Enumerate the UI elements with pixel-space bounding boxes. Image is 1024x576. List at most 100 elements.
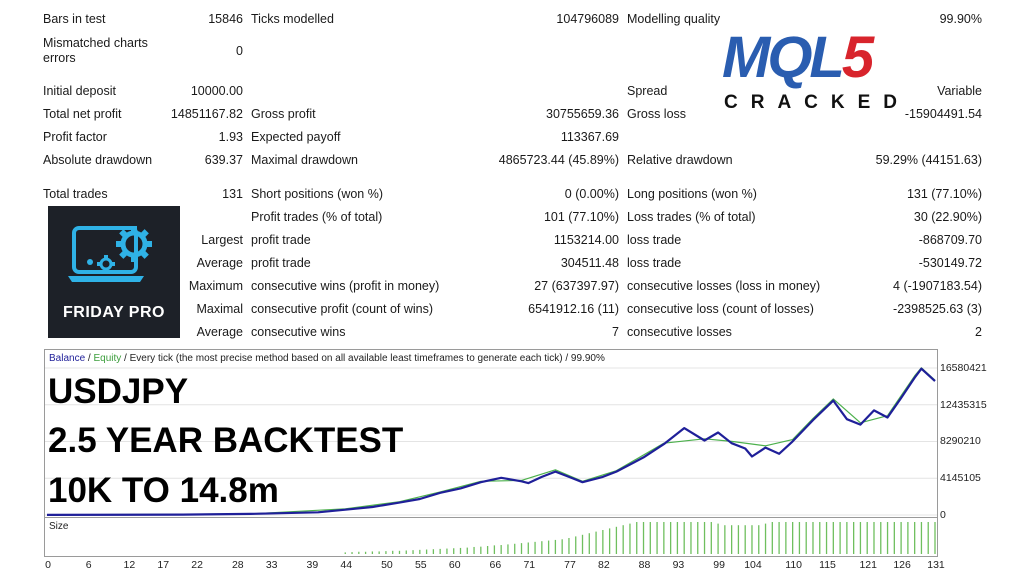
expected-payoff-value: 113367.69 <box>560 130 619 144</box>
x-tick-label: 44 <box>340 559 353 571</box>
friday-pro-text: FRIDAY PRO <box>63 304 165 321</box>
mql5-wordmark: MQL5 <box>722 25 874 90</box>
largest-loss-label: loss trade <box>627 233 682 247</box>
x-tick-label: 110 <box>785 559 803 571</box>
gross-loss-value: -15904491.54 <box>904 107 982 121</box>
average-cons-prefix: Average <box>196 325 243 339</box>
bars-label: Bars in test <box>43 12 106 26</box>
x-tick-label: 126 <box>893 559 911 571</box>
maximal-drawdown-label: Maximal drawdown <box>251 153 358 167</box>
net-profit-label: Total net profit <box>43 107 122 121</box>
gross-loss-label: Gross loss <box>627 107 687 121</box>
x-tick-label: 22 <box>191 559 203 571</box>
maximal-loss-label: consecutive loss (count of losses) <box>627 302 814 316</box>
net-profit-value: 14851167.82 <box>170 107 243 121</box>
largest-profit-value: 1153214.00 <box>553 233 619 247</box>
largest-profit-label: profit trade <box>251 233 311 247</box>
quality-value: 99.90% <box>939 12 982 26</box>
series-line-balance <box>46 367 936 516</box>
total-trades-label: Total trades <box>43 187 108 201</box>
ticks-label: Ticks modelled <box>251 12 334 26</box>
ticks-value: 104796089 <box>556 12 619 26</box>
long-positions-label: Long positions (won %) <box>627 187 757 201</box>
x-tick-label: 33 <box>265 559 278 571</box>
deposit-label: Initial deposit <box>43 84 116 98</box>
y-tick-label: 0 <box>940 509 946 521</box>
y-tick-label: 8290210 <box>940 435 981 447</box>
relative-drawdown-value: 59.29% (44151.63) <box>875 153 982 167</box>
x-tick-label: 12 <box>123 559 136 571</box>
largest-loss-value: -868709.70 <box>918 233 982 247</box>
x-tick-label: 6 <box>85 559 92 571</box>
x-tick-label: 131 <box>927 559 945 571</box>
friday-pro-logo: FRIDAY PRO <box>48 206 180 338</box>
absolute-drawdown-label: Absolute drawdown <box>43 153 153 167</box>
max-cons-losses-label: consecutive losses (loss in money) <box>627 279 821 293</box>
mql5-cracked-logo: MQL5 CRACKED <box>722 28 908 120</box>
mismatch-value: 0 <box>236 44 243 58</box>
maximal-prefix: Maximal <box>196 302 243 316</box>
cracked-wordmark: CRACKED <box>724 92 910 113</box>
spread-value: Variable <box>937 84 982 98</box>
short-positions-label: Short positions (won %) <box>251 187 384 201</box>
balance-chart: Balance / Equity / Every tick (the most … <box>44 349 938 519</box>
x-tick-label: 66 <box>489 559 502 571</box>
size-label: Size <box>49 521 69 532</box>
x-tick-label: 0 <box>45 559 51 571</box>
y-tick-label: 4145105 <box>940 472 981 484</box>
largest-prefix: Largest <box>201 233 243 247</box>
overlay-symbol: USDJPY <box>48 372 189 411</box>
average-loss-value: -530149.72 <box>918 256 982 270</box>
gross-profit-label: Gross profit <box>251 107 316 121</box>
x-tick-label: 93 <box>672 559 685 571</box>
max-cons-wins-value: 27 (637397.97) <box>534 279 619 293</box>
profit-factor-value: 1.93 <box>218 130 243 144</box>
deposit-value: 10000.00 <box>190 84 243 98</box>
y-tick-label: 12435315 <box>940 399 987 411</box>
max-cons-losses-value: 4 (-1907183.54) <box>893 279 982 293</box>
balance-plot <box>45 367 937 516</box>
maximal-drawdown-value: 4865723.44 (45.89%) <box>498 153 619 167</box>
spread-label: Spread <box>627 84 668 98</box>
x-tick-label: 50 <box>381 559 393 571</box>
legend-balance: Balance <box>49 353 86 364</box>
size-plot <box>344 522 936 554</box>
short-positions-value: 0 (0.00%) <box>564 187 619 201</box>
x-tick-label: 77 <box>564 559 576 571</box>
profit-factor-label: Profit factor <box>43 130 107 144</box>
bars-value: 15846 <box>208 12 243 26</box>
mismatch-label-1: Mismatched charts <box>43 36 148 50</box>
overlay-backtest: 2.5 YEAR BACKTEST <box>48 421 404 460</box>
average-profit-value: 304511.48 <box>560 256 619 270</box>
chart-header-text: / Every tick (the most precise method ba… <box>121 353 605 364</box>
x-tick-label: 82 <box>598 559 610 571</box>
x-tick-label: 121 <box>859 559 877 571</box>
average-profit-label: profit trade <box>251 256 311 270</box>
maximal-profit-value: 6541912.16 (11) <box>528 302 619 316</box>
avg-cons-wins-label: consecutive wins <box>251 325 346 339</box>
absolute-drawdown-value: 639.37 <box>204 153 243 167</box>
expected-payoff-label: Expected payoff <box>251 130 341 144</box>
maximal-loss-value: -2398525.63 (3) <box>893 302 982 316</box>
y-tick-label: 16580421 <box>940 362 987 374</box>
series-line-equity <box>46 367 936 516</box>
x-tick-label: 71 <box>523 559 536 571</box>
maximal-profit-label: consecutive profit (count of wins) <box>251 302 434 316</box>
x-tick-label: 104 <box>744 559 762 571</box>
gross-profit-value: 30755659.36 <box>546 107 619 121</box>
relative-drawdown-label: Relative drawdown <box>627 153 733 167</box>
overlay-result: 10K TO 14.8m <box>48 471 279 510</box>
x-tick-label: 17 <box>157 559 170 571</box>
x-tick-label: 99 <box>713 559 725 571</box>
avg-cons-wins-value: 7 <box>612 325 619 339</box>
average-loss-label: loss trade <box>627 256 682 270</box>
profit-trades-label: Profit trades (% of total) <box>251 210 383 224</box>
x-tick-label: 55 <box>414 559 427 571</box>
average-prefix: Average <box>196 256 243 270</box>
long-positions-value: 131 (77.10%) <box>906 187 982 201</box>
quality-label: Modelling quality <box>627 12 721 26</box>
x-tick-label: 60 <box>448 559 461 571</box>
size-chart: Size <box>44 517 938 557</box>
laptop-gears-icon <box>68 226 152 282</box>
avg-cons-losses-value: 2 <box>975 325 982 339</box>
